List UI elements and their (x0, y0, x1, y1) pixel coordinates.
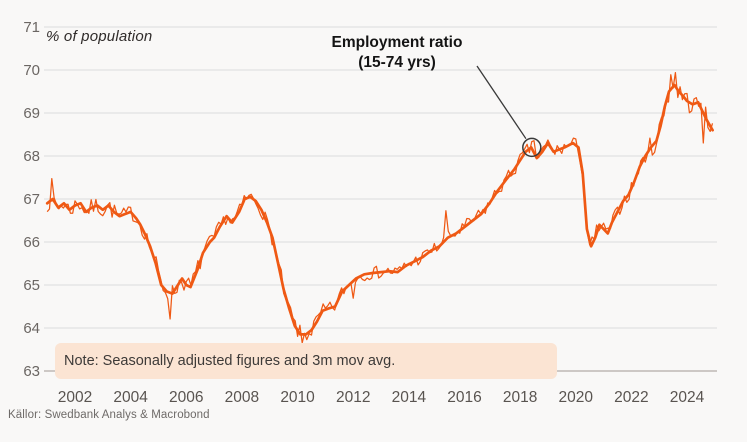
x-tick-label-2016: 2016 (447, 389, 481, 406)
annotation-pointer-line (476, 65, 527, 140)
y-tick-label-71: 71 (23, 19, 40, 36)
y-tick-label-64: 64 (23, 320, 40, 337)
annotation-line1: Employment ratio (331, 34, 463, 51)
y-tick-label-67: 67 (23, 191, 40, 208)
x-tick-label-2006: 2006 (169, 389, 203, 406)
x-tick-label-2014: 2014 (392, 389, 427, 406)
x-tick-label-2002: 2002 (58, 389, 92, 406)
y-tick-label-69: 69 (23, 105, 40, 122)
x-tick-label-2004: 2004 (113, 389, 148, 406)
x-tick-label-2012: 2012 (336, 389, 370, 406)
y-axis-unit-label: % of population (46, 28, 153, 45)
x-tick-label-2022: 2022 (614, 389, 648, 406)
note-banner: Note: Seasonally adjusted figures and 3m… (55, 343, 557, 379)
y-tick-label-65: 65 (23, 277, 40, 294)
annotation-line2: (15-74 yrs) (358, 54, 436, 71)
x-tick-label-2010: 2010 (280, 389, 315, 406)
series-3m-avg-line (45, 83, 714, 336)
annotation-circle-marker (522, 137, 542, 158)
y-tick-label-70: 70 (23, 62, 40, 79)
y-tick-label-63: 63 (23, 363, 40, 380)
x-tick-label-2020: 2020 (559, 389, 594, 406)
series-annotation: Employment ratio (15-74 yrs) (247, 33, 547, 73)
source-caption: Källor: Swedbank Analys & Macrobond (8, 409, 210, 421)
x-tick-label-2008: 2008 (225, 389, 259, 406)
x-tick-label-2024: 2024 (670, 389, 705, 406)
x-tick-label-2018: 2018 (503, 389, 537, 406)
y-tick-label-66: 66 (23, 234, 40, 251)
y-tick-label-68: 68 (23, 148, 40, 165)
